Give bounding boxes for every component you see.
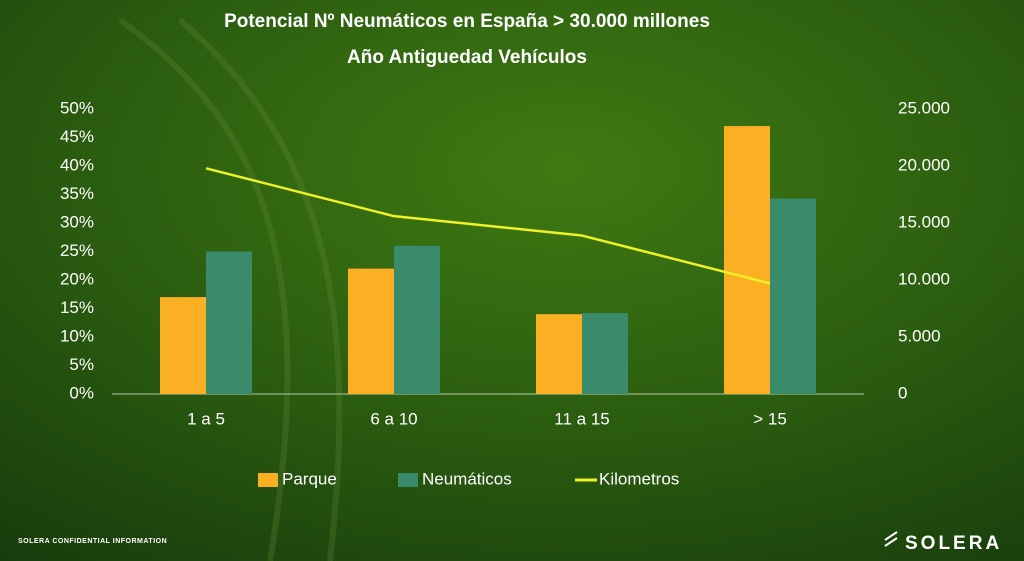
y-tick-label: 45% xyxy=(60,127,94,146)
chart-subtitle: Año Antiguedad Vehículos xyxy=(347,47,587,68)
legend-swatch xyxy=(398,473,418,487)
legend-label: Parque xyxy=(282,469,337,488)
legend-label: Kilometros xyxy=(599,469,679,488)
y2-tick-label: 0 xyxy=(898,383,907,402)
legend-label: Neumáticos xyxy=(422,469,512,488)
bar xyxy=(724,126,770,394)
bar xyxy=(348,268,394,394)
x-tick-label: 1 a 5 xyxy=(187,409,225,428)
bar xyxy=(536,314,582,394)
brand-logo xyxy=(884,531,898,547)
bar xyxy=(582,313,628,394)
y-tick-label: 15% xyxy=(60,298,94,317)
y2-tick-label: 25.000 xyxy=(898,98,950,117)
x-tick-label: 6 a 10 xyxy=(370,409,417,428)
decoration xyxy=(118,17,343,561)
y2-tick-label: 5.000 xyxy=(898,326,941,345)
bar xyxy=(206,251,252,394)
legend-swatch xyxy=(258,473,278,487)
y-tick-label: 40% xyxy=(60,155,94,174)
y-tick-label: 20% xyxy=(60,269,94,288)
y2-tick-label: 20.000 xyxy=(898,155,950,174)
y-tick-label: 35% xyxy=(60,184,94,203)
bar xyxy=(770,198,816,394)
y-tick-label: 25% xyxy=(60,241,94,260)
line xyxy=(205,167,771,285)
y-tick-label: 30% xyxy=(60,212,94,231)
x-tick-label: 11 a 15 xyxy=(554,409,609,428)
y-tick-label: 50% xyxy=(60,98,94,117)
y-tick-label: 0% xyxy=(69,383,94,402)
y2-tick-label: 15.000 xyxy=(898,212,950,231)
y-tick-label: 5% xyxy=(69,355,94,374)
y-tick-label: 10% xyxy=(60,326,94,345)
x-tick-label: > 15 xyxy=(753,409,787,428)
chart-title: Potencial Nº Neumáticos en España > 30.0… xyxy=(224,11,710,32)
bar xyxy=(394,245,440,394)
brand: SOLERA xyxy=(905,533,1002,554)
footer: SOLERA CONFIDENTIAL INFORMATION xyxy=(18,538,167,545)
bar xyxy=(160,297,206,394)
y2-tick-label: 10.000 xyxy=(898,269,950,288)
